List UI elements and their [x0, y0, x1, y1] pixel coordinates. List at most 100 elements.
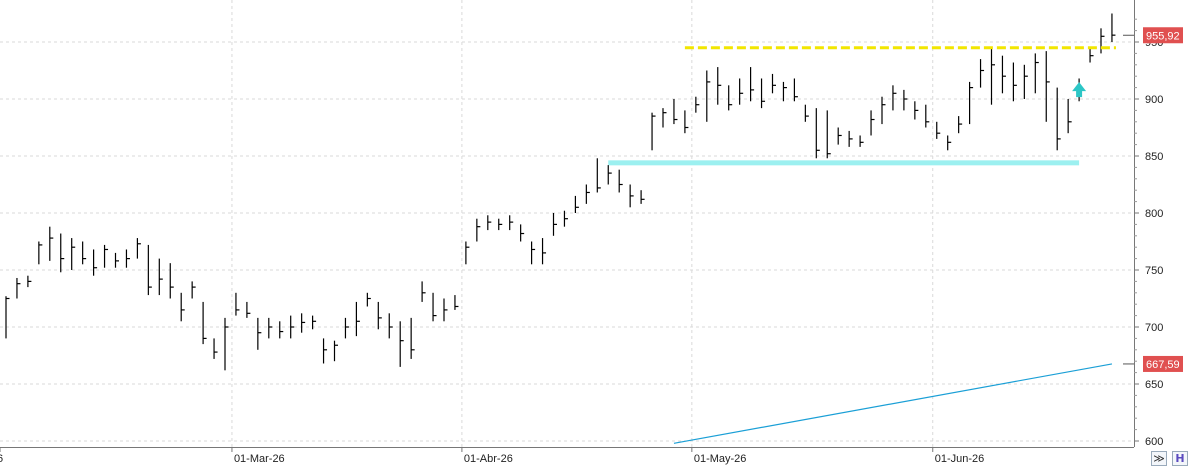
- ohlc-bar: [815, 108, 820, 159]
- ohlc-bar: [246, 301, 251, 318]
- ohlc-bar: [990, 47, 995, 105]
- y-axis: 600650700750800850900950: [1134, 0, 1163, 448]
- gridlines: [0, 0, 1133, 447]
- ohlc-bar: [1056, 87, 1061, 151]
- ohlc-bar: [169, 263, 174, 299]
- price-tag: 667,59: [1123, 355, 1183, 372]
- ohlc-bar: [213, 338, 218, 359]
- x-tick-label: 01-Mar-26: [234, 453, 285, 465]
- ohlc-bars: [5, 13, 1116, 371]
- ohlc-bar: [235, 292, 240, 316]
- ohlc-bar: [1089, 47, 1094, 63]
- ohlc-bar: [476, 218, 481, 242]
- y-tick-label: 900: [1145, 94, 1163, 106]
- ohlc-bar: [421, 281, 426, 302]
- ohlc-bar: [125, 249, 130, 268]
- y-tick-label: 750: [1145, 265, 1163, 277]
- ma-segment: [673, 363, 1113, 444]
- ohlc-bar: [312, 315, 317, 330]
- price-tag-label: 667,59: [1146, 359, 1180, 371]
- ohlc-bar: [49, 226, 54, 261]
- ohlc-bar: [925, 104, 930, 128]
- ohlc-bar: [1045, 51, 1050, 122]
- ohlc-bar: [541, 238, 547, 265]
- ohlc-bar: [290, 315, 295, 339]
- ohlc-bar: [301, 313, 306, 333]
- ohlc-bar: [596, 158, 601, 193]
- arrow-up-icon: [1072, 82, 1087, 98]
- ohlc-bar: [1012, 62, 1017, 102]
- ohlc-bar: [147, 244, 152, 296]
- ohlc-bar: [1111, 13, 1116, 42]
- price-tags: 955,92 667,59: [1123, 27, 1183, 372]
- save-icon[interactable]: H: [1172, 451, 1188, 466]
- ohlc-bar: [257, 317, 262, 350]
- ohlc-bar: [399, 321, 404, 367]
- ohlc-bar: [180, 292, 185, 322]
- ohlc-bar: [344, 317, 349, 339]
- ohlc-bar: [968, 81, 974, 125]
- price-tag: 955,92: [1123, 27, 1183, 44]
- ohlc-bar: [651, 112, 656, 151]
- ohlc-bar: [662, 108, 667, 128]
- price-tag-label: 955,92: [1146, 30, 1180, 42]
- y-tick-label: 650: [1145, 379, 1163, 391]
- ohlc-bar: [443, 298, 448, 322]
- ohlc-bar: [684, 110, 689, 134]
- ohlc-bar: [552, 213, 557, 236]
- ohlc-bar: [1034, 53, 1039, 94]
- y-tick-label: 700: [1145, 322, 1163, 334]
- ohlc-bar: [355, 301, 360, 337]
- ohlc-bar: [158, 258, 163, 296]
- ohlc-bar: [82, 241, 87, 265]
- ohlc-bar: [881, 96, 886, 125]
- ohlc-bar: [629, 184, 634, 208]
- ohlc-bar: [498, 218, 503, 231]
- moving-average-line: [673, 363, 1113, 444]
- ohlc-bar: [465, 241, 470, 265]
- ohlc-bar: [16, 277, 21, 299]
- price-tag-bg: [1143, 355, 1183, 372]
- ohlc-bar: [114, 252, 119, 268]
- ohlc-bar: [92, 249, 98, 276]
- y-tick-label: 850: [1145, 151, 1163, 163]
- ohlc-bar: [607, 165, 612, 185]
- x-tick-label: 01-Abr-26: [464, 453, 513, 465]
- ohlc-bar: [1001, 55, 1006, 94]
- ohlc-bar: [432, 292, 437, 322]
- ohlc-bar: [388, 313, 393, 339]
- ohlc-bar: [1100, 28, 1105, 54]
- ohlc-bar: [191, 281, 196, 299]
- price-tag-bg: [1143, 27, 1183, 44]
- ohlc-bar: [279, 321, 284, 339]
- ohlc-bar: [1067, 99, 1072, 134]
- ohlc-bar: [979, 59, 985, 88]
- y-tick-label: 600: [1145, 436, 1163, 448]
- ohlc-bar: [410, 317, 415, 359]
- ohlc-bar: [903, 89, 908, 111]
- ohlc-bar: [837, 127, 842, 145]
- support-band: [608, 160, 1080, 166]
- ohlc-bar: [487, 215, 492, 231]
- ohlc-bar: [366, 292, 371, 307]
- ohlc-bar: [1023, 64, 1028, 99]
- ohlc-bar: [706, 70, 711, 122]
- x-tick-label: 01-May-26: [694, 453, 747, 465]
- ohlc-bar: [71, 238, 76, 270]
- scroll-right-button[interactable]: ≫: [1151, 451, 1167, 466]
- x-tick-label: 6: [0, 453, 3, 465]
- ohlc-bar: [826, 110, 831, 159]
- ohlc-bar: [804, 104, 809, 122]
- ohlc-bar: [914, 101, 919, 120]
- ohlc-bar: [673, 99, 678, 125]
- ohlc-bar: [793, 78, 798, 102]
- ohlc-bar: [771, 73, 776, 94]
- y-tick-label: 800: [1145, 208, 1163, 220]
- ohlc-bar: [958, 116, 963, 134]
- ohlc-bar: [136, 238, 141, 259]
- ohlc-bar: [760, 78, 766, 109]
- ohlc-bar: [530, 241, 536, 265]
- ohlc-bar: [892, 85, 897, 111]
- ohlc-bar: [224, 317, 229, 371]
